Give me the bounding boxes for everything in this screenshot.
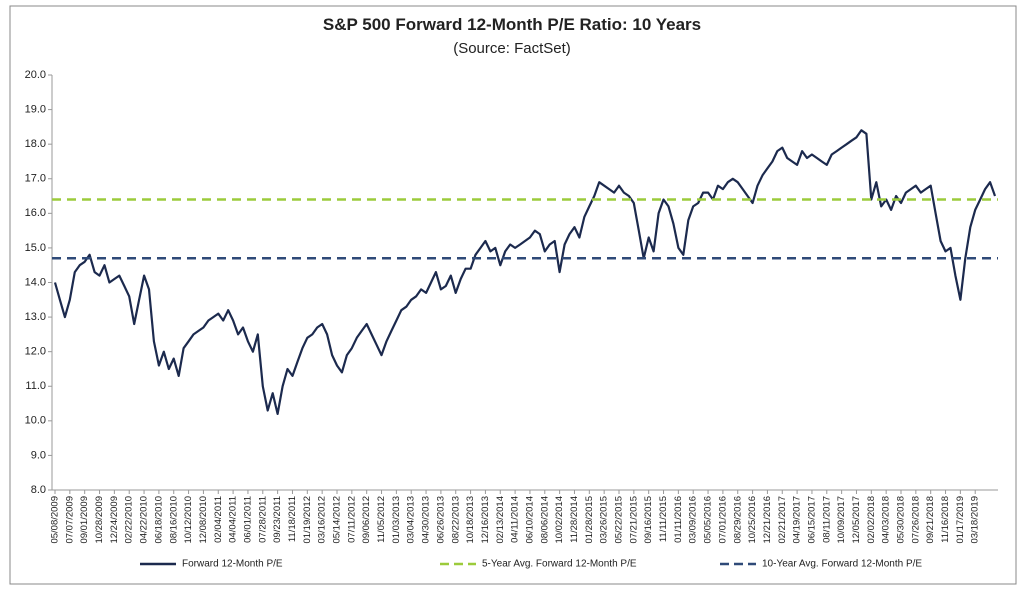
y-tick-label: 10.0 [25, 415, 46, 427]
x-tick-label: 11/28/2014 [569, 496, 580, 543]
x-tick-label: 07/07/2009 [64, 496, 75, 544]
x-tick-label: 11/16/2018 [940, 496, 951, 543]
chart-subtitle: (Source: FactSet) [453, 40, 571, 57]
y-tick-label: 16.0 [25, 207, 46, 219]
x-tick-label: 12/16/2013 [480, 496, 491, 544]
x-tick-label: 04/11/2014 [510, 496, 521, 543]
x-tick-label: 09/21/2018 [925, 496, 936, 544]
x-tick-label: 01/03/2013 [391, 496, 402, 544]
y-tick-label: 11.0 [25, 380, 46, 392]
x-tick-label: 02/21/2017 [777, 496, 788, 544]
x-tick-label: 02/04/2011 [213, 496, 224, 543]
y-tick-label: 13.0 [25, 311, 46, 323]
x-tick-label: 08/29/2016 [732, 496, 743, 544]
y-tick-label: 14.0 [25, 276, 46, 288]
x-tick-label: 04/04/2011 [228, 496, 239, 543]
x-tick-label: 05/08/2009 [50, 496, 61, 544]
chart-title: S&P 500 Forward 12-Month P/E Ratio: 10 Y… [323, 15, 701, 34]
x-tick-label: 10/09/2017 [836, 496, 847, 544]
x-tick-label: 04/03/2018 [881, 496, 892, 544]
x-tick-label: 03/09/2016 [688, 496, 699, 544]
x-tick-label: 02/13/2014 [495, 496, 506, 544]
x-tick-label: 03/16/2012 [317, 496, 328, 544]
x-tick-label: 07/26/2018 [910, 496, 921, 544]
x-tick-label: 06/15/2017 [806, 496, 817, 544]
x-tick-label: 05/22/2015 [614, 496, 625, 544]
x-tick-label: 01/19/2012 [302, 496, 313, 544]
x-tick-label: 04/19/2017 [792, 496, 803, 544]
x-tick-label: 03/04/2013 [406, 496, 417, 544]
x-tick-label: 10/25/2016 [747, 496, 758, 544]
x-tick-label: 10/18/2013 [465, 496, 476, 544]
y-tick-label: 8.0 [31, 484, 46, 496]
x-tick-label: 08/06/2014 [539, 496, 550, 544]
x-tick-label: 12/08/2010 [198, 496, 209, 544]
x-tick-label: 11/05/2012 [376, 496, 387, 543]
x-tick-label: 08/11/2017 [821, 496, 832, 543]
x-tick-label: 02/02/2018 [866, 496, 877, 544]
x-tick-label: 06/10/2014 [524, 496, 535, 544]
y-tick-label: 12.0 [25, 346, 46, 358]
y-tick-label: 17.0 [25, 173, 46, 185]
x-tick-label: 06/01/2011 [242, 496, 253, 543]
x-tick-label: 01/17/2019 [955, 496, 966, 544]
x-tick-label: 03/26/2015 [599, 496, 610, 544]
legend-label: Forward 12-Month P/E [182, 559, 283, 570]
x-tick-label: 07/21/2015 [628, 496, 639, 544]
x-tick-label: 12/05/2017 [851, 496, 862, 544]
x-tick-label: 08/22/2013 [450, 496, 461, 544]
x-tick-label: 01/11/2016 [673, 496, 684, 543]
y-tick-label: 20.0 [25, 69, 46, 81]
y-tick-label: 9.0 [31, 449, 46, 461]
x-tick-label: 09/01/2009 [79, 496, 90, 544]
x-tick-label: 05/05/2016 [703, 496, 714, 544]
x-tick-label: 03/18/2019 [970, 496, 981, 544]
x-tick-label: 01/28/2015 [584, 496, 595, 544]
x-tick-label: 12/24/2009 [109, 496, 120, 544]
x-tick-label: 07/01/2016 [717, 496, 728, 544]
legend-label: 5-Year Avg. Forward 12-Month P/E [482, 559, 637, 570]
chart-frame [9, 5, 1017, 585]
x-tick-label: 04/22/2010 [139, 496, 150, 544]
x-tick-label: 07/11/2012 [346, 496, 357, 543]
x-tick-label: 08/16/2010 [168, 496, 179, 544]
legend-label: 10-Year Avg. Forward 12-Month P/E [762, 559, 922, 570]
x-tick-label: 11/11/2015 [658, 496, 669, 542]
x-tick-label: 10/28/2009 [94, 496, 105, 544]
x-tick-label: 05/14/2012 [332, 496, 343, 544]
x-tick-label: 09/16/2015 [643, 496, 654, 544]
x-tick-label: 10/02/2014 [554, 496, 565, 544]
x-tick-label: 05/30/2018 [896, 496, 907, 544]
x-tick-label: 12/21/2016 [762, 496, 773, 544]
x-tick-label: 04/30/2013 [421, 496, 432, 544]
x-tick-label: 10/12/2010 [183, 496, 194, 544]
x-tick-label: 06/26/2013 [435, 496, 446, 544]
x-tick-label: 07/28/2011 [257, 496, 268, 543]
data-line [53, 129, 997, 415]
y-tick-label: 18.0 [25, 138, 46, 150]
x-tick-label: 09/06/2012 [361, 496, 372, 544]
x-tick-label: 02/22/2010 [124, 496, 135, 544]
x-tick-label: 06/18/2010 [153, 496, 164, 544]
x-tick-label: 09/23/2011 [272, 496, 283, 543]
y-tick-label: 19.0 [25, 103, 46, 115]
y-tick-label: 15.0 [25, 242, 46, 254]
x-tick-label: 11/18/2011 [287, 496, 298, 542]
